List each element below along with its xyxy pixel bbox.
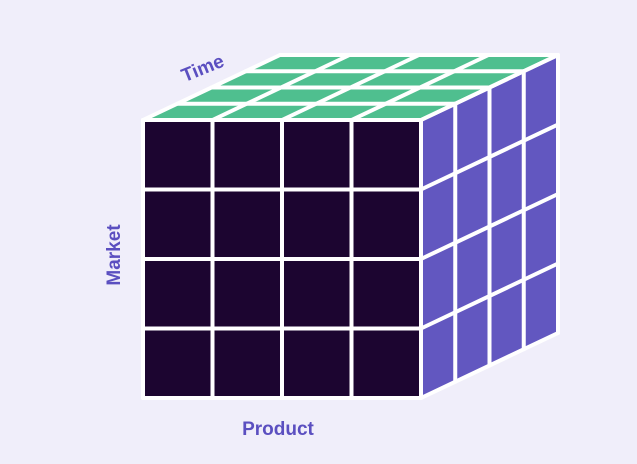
cube-grid bbox=[141, 53, 560, 400]
grid-line bbox=[419, 53, 560, 122]
product-label: Product bbox=[242, 419, 314, 440]
grid-line bbox=[419, 192, 560, 261]
market-label: Market bbox=[104, 224, 125, 286]
grid-line bbox=[419, 261, 560, 331]
grid-line bbox=[419, 331, 560, 400]
grid-line bbox=[349, 53, 491, 122]
